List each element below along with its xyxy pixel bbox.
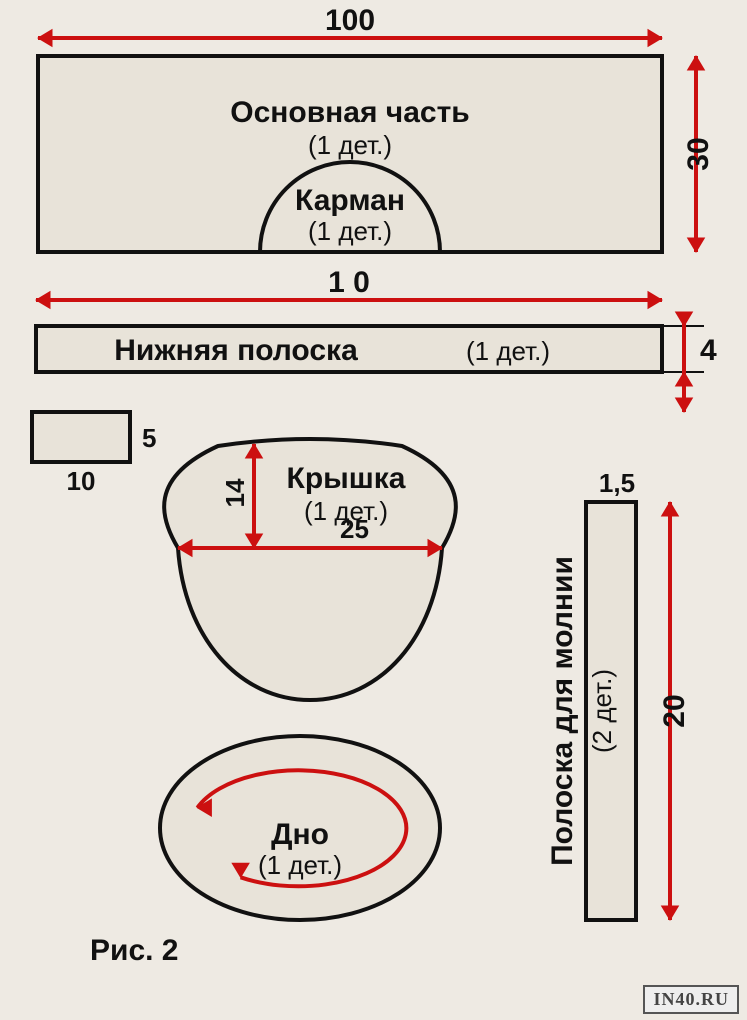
arrowhead	[676, 398, 693, 412]
arrowhead	[648, 30, 662, 47]
zipper-width-label: 1,5	[599, 468, 635, 498]
bottom-strip-subtitle: (1 дет.)	[466, 336, 550, 366]
arrowhead	[38, 30, 52, 47]
lid-v-label: 14	[220, 478, 250, 507]
arrowhead	[662, 502, 679, 516]
zipper-height-label: 20	[658, 694, 691, 727]
pocket-title: Карман	[295, 184, 405, 217]
zipper-subtitle: (2 дет.)	[587, 669, 617, 753]
arrowhead	[688, 56, 705, 70]
pocket-subtitle: (1 дет.)	[308, 216, 392, 246]
bottom-strip-title: Нижняя полоска	[114, 334, 358, 367]
arrowhead	[662, 906, 679, 920]
tab-piece	[32, 412, 130, 462]
lid-subtitle: (1 дет.)	[304, 496, 388, 526]
tab-width-label: 10	[67, 466, 96, 496]
lid-title: Крышка	[287, 462, 406, 495]
tab-height-label: 5	[142, 423, 156, 453]
bottom-strip-height-label: 4	[700, 334, 717, 367]
main-height-label: 30	[682, 137, 715, 170]
zipper-title: Полоска для молнии	[546, 556, 579, 866]
main-subtitle: (1 дет.)	[308, 130, 392, 160]
strip-width-label: 1 0	[328, 266, 370, 299]
bottom-title: Дно	[271, 818, 329, 851]
watermark: IN40.RU	[643, 985, 739, 1014]
main-title: Основная часть	[230, 96, 469, 129]
arrowhead	[688, 238, 705, 252]
figure-caption: Рис. 2	[90, 934, 179, 967]
arrowhead	[36, 292, 50, 309]
arrowhead	[648, 292, 662, 309]
main-width-label: 100	[325, 4, 375, 37]
bottom-subtitle: (1 дет.)	[258, 850, 342, 880]
